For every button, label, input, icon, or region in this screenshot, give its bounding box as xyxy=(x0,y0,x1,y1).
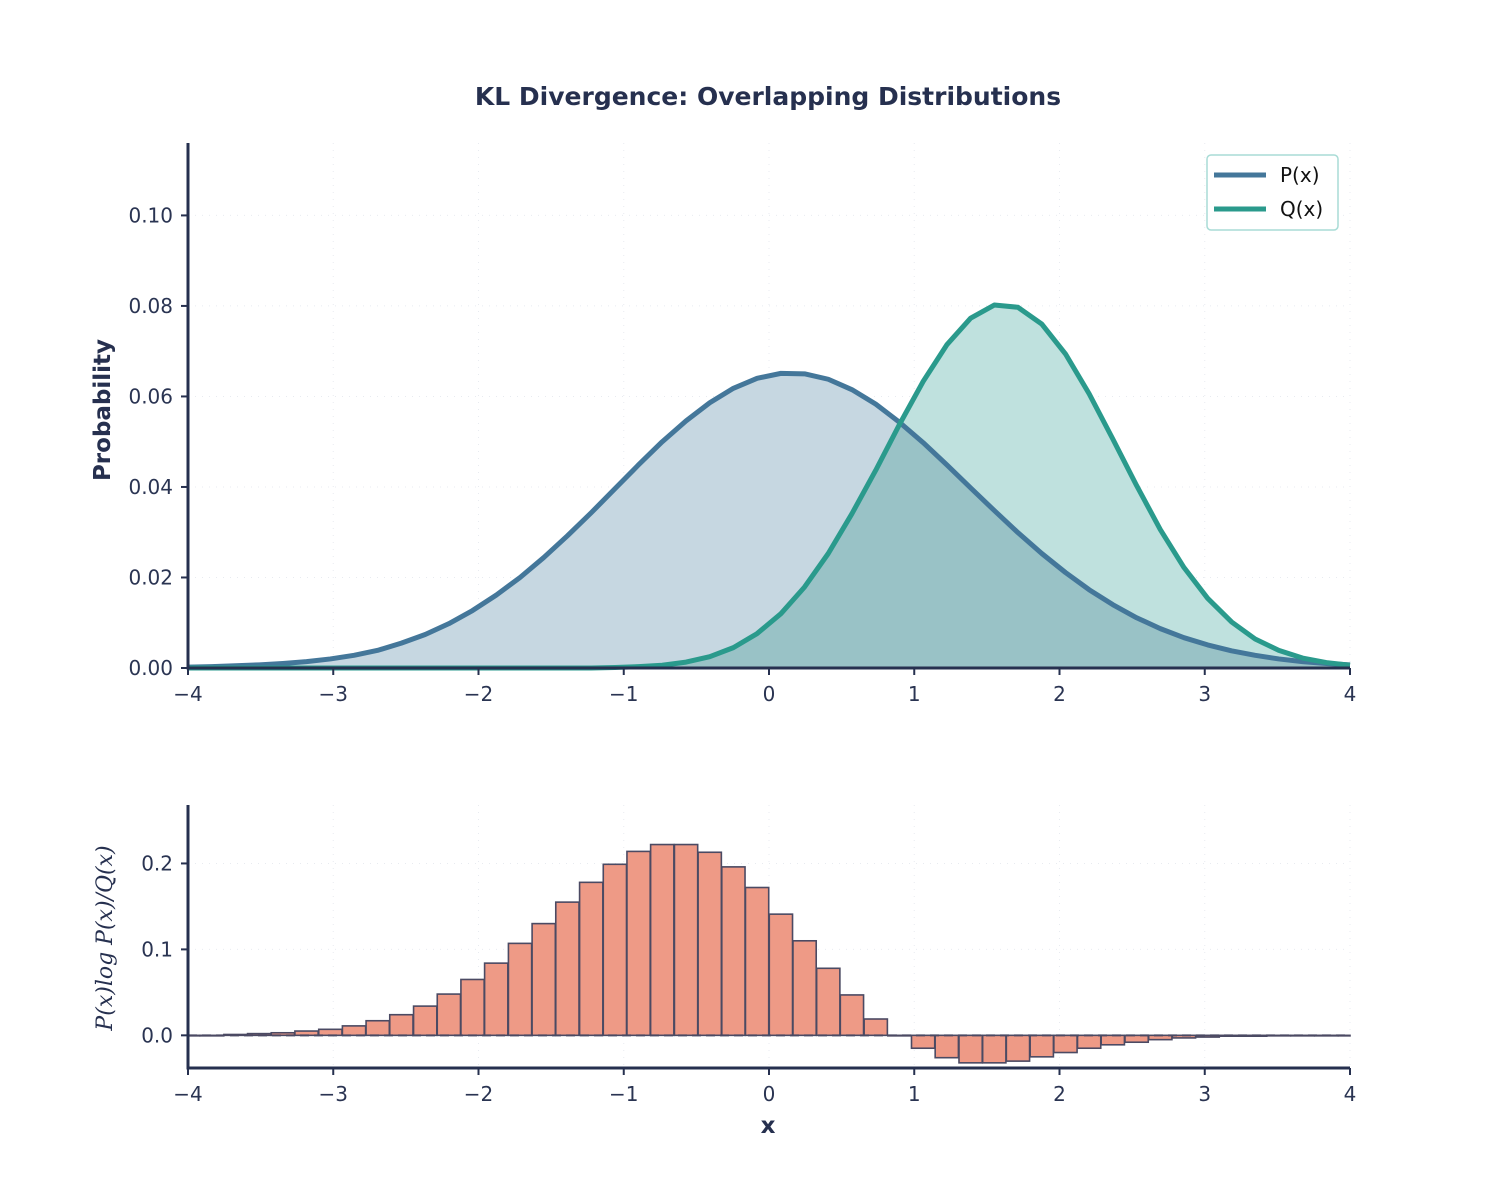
kl-bar xyxy=(602,863,628,1037)
top-x-tick-label-0: −4 xyxy=(173,682,202,706)
kl-bar xyxy=(958,1034,984,1064)
kl-bar xyxy=(1100,1034,1126,1046)
kl-bar xyxy=(910,1034,936,1050)
kl-bar xyxy=(483,962,509,1037)
bottom-x-tick-label-6: 2 xyxy=(1053,1082,1066,1106)
top-y-tick-label-4: 0.08 xyxy=(128,294,173,318)
top-x-ticks: −4 −3 −2 −1 0 1 2 3 4 xyxy=(173,668,1356,706)
bottom-x-tick-label-2: −2 xyxy=(464,1082,493,1106)
kl-bar xyxy=(934,1034,960,1059)
kl-bar xyxy=(792,939,818,1037)
top-x-tick-label-1: −3 xyxy=(319,682,348,706)
bottom-x-tick-label-1: −3 xyxy=(319,1082,348,1106)
y-axis-label-probability: Probability xyxy=(90,339,116,481)
kl-bar xyxy=(839,994,865,1037)
kl-bar xyxy=(507,942,533,1037)
kl-bar xyxy=(412,1005,438,1037)
top-x-tick-label-6: 2 xyxy=(1053,682,1066,706)
distribution-panel: −4 −3 −2 −1 0 1 2 3 4 0.00 0.02 0.04 0.06 0.08 0.10 P… xyxy=(90,143,1356,706)
top-y-tick-label-1: 0.02 xyxy=(128,565,173,589)
bottom-x-tick-label-0: −4 xyxy=(173,1082,202,1106)
kl-bar xyxy=(1029,1034,1055,1058)
kl-bar xyxy=(554,901,580,1037)
bottom-x-tick-label-3: −1 xyxy=(609,1082,638,1106)
bottom-y-tick-label-2: 0.2 xyxy=(141,851,173,875)
kl-bar xyxy=(578,881,604,1037)
y-axis-label-kl-term: P(x)log P(x)/Q(x) xyxy=(93,845,118,1031)
overlap-area-fill xyxy=(188,424,1350,668)
kl-bar xyxy=(815,967,841,1037)
kl-contribution-panel: −4 −3 −2 −1 0 1 2 3 4 0.0 0.1 0.2 x P(x)log P(x)/Q… xyxy=(93,805,1356,1139)
p-line xyxy=(187,370,1351,670)
kl-bar xyxy=(863,1018,889,1037)
kl-bar xyxy=(649,843,675,1037)
kl-bar xyxy=(1076,1034,1102,1050)
bottom-y-ticks: 0.0 0.1 0.2 xyxy=(141,851,188,1047)
legend-label-p: P(x) xyxy=(1280,163,1320,187)
top-fills xyxy=(188,305,1350,668)
kl-bar xyxy=(1005,1034,1031,1062)
kl-bar xyxy=(460,978,485,1037)
kl-bar xyxy=(388,1013,414,1037)
bottom-x-ticks: −4 −3 −2 −1 0 1 2 3 4 xyxy=(173,1068,1356,1106)
kl-bar xyxy=(626,850,651,1037)
top-x-tick-label-4: 0 xyxy=(763,682,776,706)
kl-bars xyxy=(187,843,1351,1064)
top-x-tick-label-2: −2 xyxy=(464,682,493,706)
legend-label-q: Q(x) xyxy=(1280,197,1323,221)
kl-bar xyxy=(341,1025,367,1037)
kl-bar xyxy=(673,843,699,1037)
kl-bar xyxy=(697,851,723,1037)
kl-bar xyxy=(1124,1034,1150,1044)
top-y-tick-label-5: 0.10 xyxy=(128,203,173,227)
kl-bar xyxy=(436,993,462,1037)
kl-bar xyxy=(365,1019,391,1037)
kl-bar xyxy=(531,922,557,1037)
top-y-tick-label-0: 0.00 xyxy=(128,656,173,680)
kl-bar xyxy=(744,886,770,1037)
top-y-tick-label-2: 0.04 xyxy=(128,475,173,499)
top-y-tick-label-3: 0.06 xyxy=(128,384,173,408)
x-axis-label: x xyxy=(761,1113,776,1139)
top-x-tick-label-8: 4 xyxy=(1344,682,1357,706)
legend: P(x) Q(x) xyxy=(1206,154,1339,231)
kl-bar xyxy=(1053,1034,1078,1054)
top-x-tick-label-3: −1 xyxy=(609,682,638,706)
bottom-x-tick-label-7: 3 xyxy=(1198,1082,1211,1106)
top-x-tick-label-5: 1 xyxy=(908,682,921,706)
bottom-y-tick-label-1: 0.1 xyxy=(141,937,173,961)
kl-bar xyxy=(768,913,794,1037)
chart-title: KL Divergence: Overlapping Distributions xyxy=(475,82,1061,111)
top-x-tick-label-7: 3 xyxy=(1198,682,1211,706)
bottom-x-tick-label-8: 4 xyxy=(1344,1082,1357,1106)
bottom-x-tick-label-5: 1 xyxy=(908,1082,921,1106)
top-y-ticks: 0.00 0.02 0.04 0.06 0.08 0.10 xyxy=(128,203,188,680)
y-axis-label-text: P(x)log P(x)/Q(x) xyxy=(93,845,118,1031)
bottom-x-tick-label-4: 0 xyxy=(763,1082,776,1106)
kl-bar xyxy=(720,866,746,1037)
kl-bar xyxy=(981,1034,1007,1064)
bottom-y-tick-label-0: 0.0 xyxy=(141,1023,173,1047)
